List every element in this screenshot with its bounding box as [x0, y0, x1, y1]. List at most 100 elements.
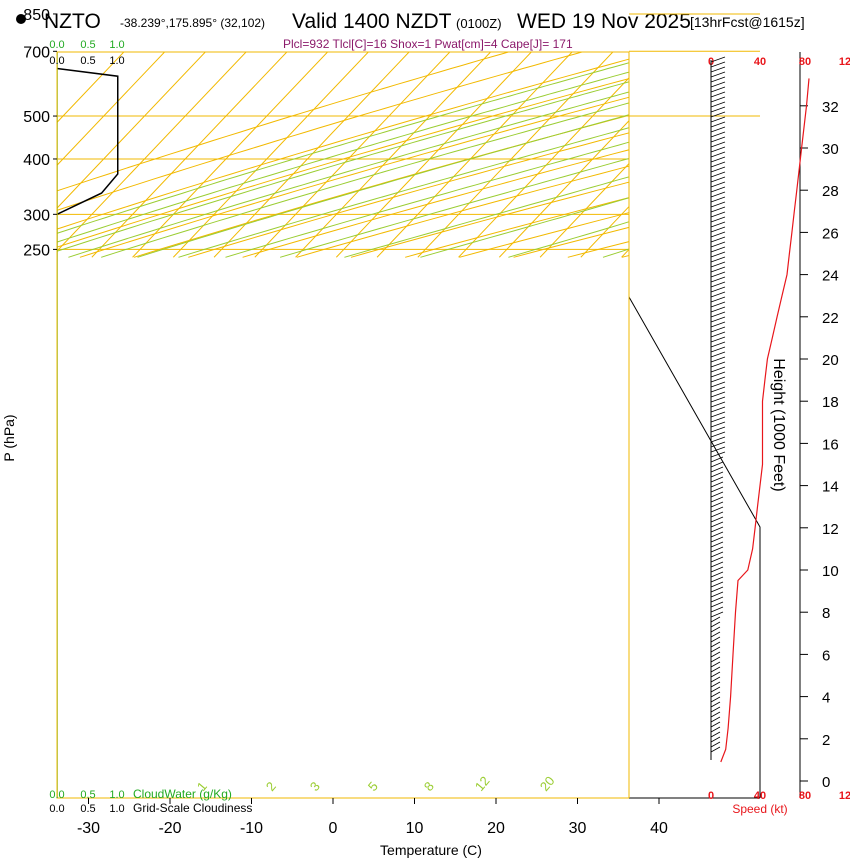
wind-barb-icon [710, 641, 721, 648]
wind-barb-icon [710, 516, 724, 523]
dry-adiabat-line [405, 197, 629, 258]
wind-barb-icon [710, 106, 726, 113]
wind-barb-icon [710, 536, 724, 543]
wind-barb-icon [710, 526, 724, 533]
cloud-water-scale-top: 1.0 [109, 39, 124, 51]
height-tick-label: 2 [822, 732, 830, 749]
wind-barb-icon [710, 381, 726, 388]
wind-barb-icon [710, 671, 721, 678]
isotherm-line [213, 52, 410, 258]
wind-barb-icon [710, 481, 724, 488]
wind-barb-icon [710, 506, 724, 513]
height-tick-label: 4 [822, 690, 830, 707]
wind-barb-icon [710, 216, 726, 223]
tropopause-diagonal [628, 296, 761, 798]
wind-barb-icon [710, 331, 726, 338]
wind-barb-icon [710, 606, 724, 613]
wind-barb-icon [710, 701, 721, 708]
station-id: NZTO [44, 10, 101, 33]
dewpoint-line [828, 0, 850, 246]
dry-adiabat-line [296, 165, 629, 258]
wind-barb-icon [710, 81, 726, 88]
isotherm-line [498, 120, 629, 258]
wind-barb-icon [710, 371, 726, 378]
wind-barb-icon [710, 71, 726, 78]
wind-barb-icon [710, 66, 726, 73]
wind-barb-icon [710, 151, 726, 158]
isotherm-line [295, 52, 492, 258]
height-tick-label: 22 [822, 310, 839, 327]
cloud-water-scale-bottom: 1.0 [109, 789, 124, 801]
wind-barb-icon [710, 86, 726, 93]
wind-barb-icon [710, 201, 726, 208]
wind-barb-icon [710, 366, 726, 373]
dry-adiabat-line [459, 212, 629, 258]
wind-barb-icon [710, 486, 724, 493]
moist-adiabat-line [344, 176, 629, 258]
wind-barb-icon [710, 631, 721, 638]
wind-barb-icon [710, 501, 724, 508]
height-tick-label: 26 [822, 225, 839, 242]
wind-barb-icon [710, 421, 726, 428]
isotherm-line [825, 0, 850, 257]
wind-barb-icon [710, 716, 721, 723]
dry-adiabat-line [730, 0, 850, 257]
wind-barb-icon [710, 281, 726, 288]
moist-adiabat-line [178, 127, 629, 258]
valid-time: Valid 1400 NZDT [292, 10, 452, 33]
mixing-ratio-label: 2 [263, 779, 279, 794]
wind-barb-icon [710, 241, 726, 248]
dry-adiabat-line [621, 255, 629, 258]
speed-scale-bottom: 0 [708, 790, 714, 802]
wind-barb-icon [710, 511, 724, 518]
isotherm-line [91, 52, 288, 258]
moist-adiabat-line [602, 248, 629, 258]
height-tick-label: 12 [822, 521, 839, 538]
wind-barb-icon [710, 736, 721, 743]
wind-barb-icon [710, 346, 726, 353]
wind-barb-icon [710, 301, 726, 308]
station-coords: -38.239°,175.895° (32,102) [120, 16, 266, 30]
dry-adiabat-line [79, 96, 629, 258]
height-tick-label: 30 [822, 141, 839, 158]
speed-scale-top: 12 [839, 56, 850, 68]
wind-barb-icon [710, 341, 726, 348]
wind-barb-icon [710, 256, 726, 263]
valid-date: WED 19 Nov 2025 [517, 10, 691, 33]
wind-barb-icon [710, 741, 721, 748]
wind-barb-icon [710, 96, 726, 103]
wind-barb-icon [710, 186, 726, 193]
height-tick-label: 16 [822, 436, 839, 453]
wind-barb-icon [710, 131, 726, 138]
wind-barb-icon [710, 251, 726, 258]
moist-adiabat-line [57, 62, 629, 234]
speed-scale-bottom: 80 [799, 790, 811, 802]
dry-adiabat-line [242, 149, 629, 258]
isotherm-line [539, 162, 629, 258]
wind-barb-icon [710, 411, 726, 418]
wind-barb-icon [710, 596, 724, 603]
isotherm-line [335, 52, 533, 258]
wind-barb-icon [710, 176, 726, 183]
wind-barb-icon [710, 661, 721, 668]
isotherm-line [57, 52, 125, 124]
wind-barb-icon [710, 731, 721, 738]
isotherm-line [417, 52, 614, 258]
height-tick-label: 6 [822, 647, 830, 664]
cloud-water-scale-top: 0.5 [80, 39, 95, 51]
wind-barb-icon [710, 466, 724, 473]
dry-adiabat-line [57, 78, 629, 248]
cloud-water-scale-bottom: 0.0 [49, 789, 64, 801]
pressure-tick-label: 250 [23, 242, 50, 259]
wind-barb-icon [710, 236, 726, 243]
height-tick-label: 0 [822, 774, 830, 791]
wind-barb-icon [710, 111, 726, 118]
wind-barb-icon [710, 426, 726, 433]
dry-adiabat-line [839, 0, 850, 257]
wind-barb-icon [710, 686, 721, 693]
mixing-ratio-line [805, 0, 850, 81]
cloudiness-scale-bottom: 0.0 [49, 803, 64, 815]
isotherm-line [57, 52, 247, 252]
